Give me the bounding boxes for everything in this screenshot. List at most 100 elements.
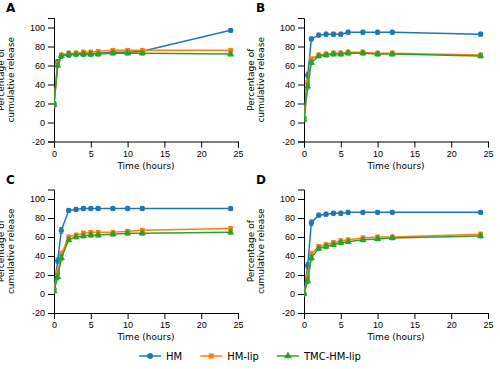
tick-mark (341, 142, 342, 148)
tick-label: 25 (483, 149, 493, 159)
marker (337, 239, 344, 245)
error-bar (346, 210, 350, 214)
tick-mark (298, 237, 304, 238)
error-bar (331, 211, 335, 215)
tick-label: 40 (285, 251, 295, 261)
marker (54, 61, 61, 67)
error-bar (81, 207, 85, 211)
axis-line (48, 190, 55, 314)
tick-label: 5 (339, 320, 344, 330)
panel: 0510152025-20020406080100Time (hours)Per… (0, 173, 244, 343)
tick-mark (488, 313, 489, 319)
tick: 25 (483, 313, 493, 330)
marker (54, 287, 58, 293)
tick-mark (451, 142, 452, 148)
marker (389, 234, 396, 240)
tick-label: 20 (197, 320, 207, 330)
error-bar (111, 207, 115, 211)
legend-marker (209, 353, 214, 358)
tick: 0 (302, 142, 307, 159)
marker (338, 211, 343, 216)
marker (59, 228, 64, 233)
legend: HMHM-lipTMC-HM-lip (139, 351, 361, 362)
error-bar (376, 30, 380, 34)
error-bar (361, 30, 365, 34)
tick-label: 20 (35, 270, 45, 280)
tick-label: 20 (285, 99, 295, 109)
tick-label: 80 (285, 42, 295, 52)
tick-mark (298, 275, 304, 276)
line (54, 228, 231, 290)
marker (227, 50, 234, 56)
tick: -20 (282, 308, 304, 318)
tick-mark (238, 313, 239, 319)
tick: 25 (233, 313, 243, 330)
tick-label: -20 (32, 308, 45, 318)
error-bar (339, 32, 343, 36)
error-bar (331, 32, 335, 36)
marker (73, 50, 80, 56)
tick: 20 (197, 313, 207, 330)
y-axis: -20020406080100 (30, 19, 55, 147)
legend-marker (284, 352, 292, 359)
tick: 20 (35, 270, 54, 280)
tick: 15 (160, 142, 170, 159)
plot-area (304, 210, 484, 297)
marker (375, 30, 380, 35)
tick: 60 (285, 232, 304, 242)
error-bar (140, 207, 144, 211)
tick-mark (488, 142, 489, 148)
tick-label: 100 (280, 194, 295, 204)
tick-mark (298, 218, 304, 219)
series (54, 226, 233, 292)
tick-mark (414, 142, 415, 148)
error-bar (317, 33, 321, 37)
tick-label: 80 (35, 213, 45, 223)
tick-label: 25 (233, 320, 243, 330)
tick-mark (341, 313, 342, 319)
tick: 40 (35, 80, 54, 90)
tick-mark (298, 104, 304, 105)
marker (58, 52, 65, 58)
panel: 0510152025-20020406080100Time (hours)Per… (246, 1, 493, 171)
panel: 0510152025-20020406080100Time (hours)Per… (246, 173, 493, 343)
tick-mark (48, 104, 54, 105)
panel-label: C (6, 173, 15, 187)
marker (58, 254, 65, 260)
marker (80, 50, 87, 56)
marker (323, 242, 330, 248)
marker (338, 32, 343, 37)
tick-label: 0 (290, 289, 295, 299)
tick: 0 (290, 118, 304, 128)
tick-mark (298, 47, 304, 48)
tick: 40 (285, 251, 304, 261)
tick: 0 (52, 142, 57, 159)
tick-label: -20 (282, 308, 295, 318)
tick: 15 (410, 313, 420, 330)
tick: 5 (339, 313, 344, 330)
tick: 25 (233, 142, 243, 159)
error-bar (67, 209, 71, 213)
x-axis: 0510152025 (302, 313, 494, 330)
error-cap (309, 260, 313, 261)
marker (73, 233, 80, 239)
marker (389, 50, 396, 56)
marker (80, 232, 87, 238)
error-bar (479, 32, 483, 36)
axis-line (55, 314, 239, 320)
tick: 0 (290, 289, 304, 299)
marker (346, 210, 351, 215)
marker (346, 30, 351, 35)
tick-mark (48, 85, 54, 86)
tick-mark (48, 199, 54, 200)
marker (88, 206, 93, 211)
series (54, 228, 234, 293)
axis-line (48, 19, 55, 143)
tick: 0 (52, 313, 57, 330)
line (304, 52, 481, 119)
marker (315, 52, 322, 58)
tick: 80 (285, 42, 304, 52)
legend-label: HM (166, 351, 182, 362)
tick-label: 60 (285, 61, 295, 71)
marker (125, 206, 130, 211)
